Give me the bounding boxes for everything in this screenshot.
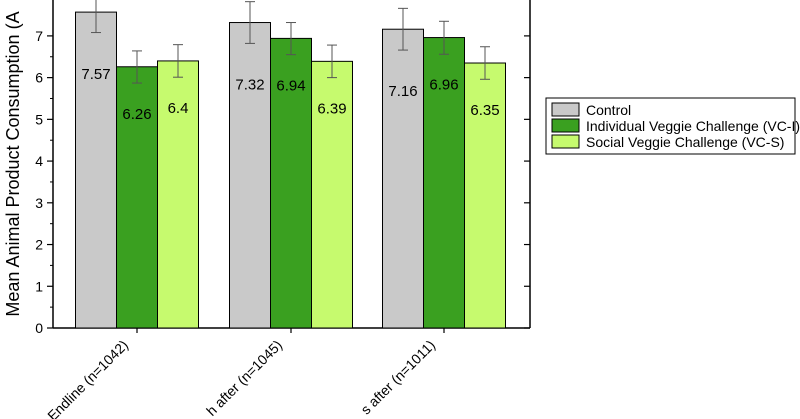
data-label: 6.26: [122, 106, 151, 123]
y-tick-label: 2: [35, 237, 43, 253]
bar: [116, 66, 158, 329]
x-tick-label: Endline (n=1042): [44, 337, 131, 419]
y-tick-label: 5: [35, 111, 43, 127]
data-label: 6.39: [317, 100, 346, 117]
data-label: 7.32: [235, 77, 264, 94]
legend-box: [545, 97, 796, 155]
x-tick-label: s after (n=1011): [357, 337, 438, 418]
bar: [229, 22, 271, 329]
legend-swatch: [551, 118, 580, 133]
legend-swatch: [551, 102, 580, 117]
data-label: 6.35: [470, 102, 499, 119]
bar: [382, 28, 424, 329]
bar: [464, 62, 506, 329]
y-tick-label: 7: [35, 28, 43, 44]
y-axis-label: Mean Animal Product Consumption (A: [3, 11, 23, 316]
x-tick-label: h after (n=1045): [203, 337, 285, 419]
data-label: 7.16: [388, 83, 417, 100]
legend-label: Control: [586, 102, 631, 118]
bar: [75, 11, 117, 329]
bar: [423, 37, 465, 329]
data-label: 6.96: [429, 77, 458, 94]
data-label: 6.4: [168, 100, 189, 117]
y-tick-label: 6: [35, 70, 43, 86]
data-label: 6.94: [276, 77, 305, 94]
data-label: 7.57: [81, 66, 110, 83]
legend-label: Individual Veggie Challenge (VC-I): [586, 118, 800, 134]
y-tick-label: 0: [35, 320, 43, 336]
y-tick-label: 4: [35, 153, 43, 169]
legend-swatch: [551, 134, 580, 149]
bar: [311, 60, 353, 329]
bar: [157, 60, 199, 329]
y-tick-label: 1: [35, 278, 43, 294]
y-tick-label: 3: [35, 195, 43, 211]
legend-label: Social Veggie Challenge (VC-S): [586, 134, 784, 150]
